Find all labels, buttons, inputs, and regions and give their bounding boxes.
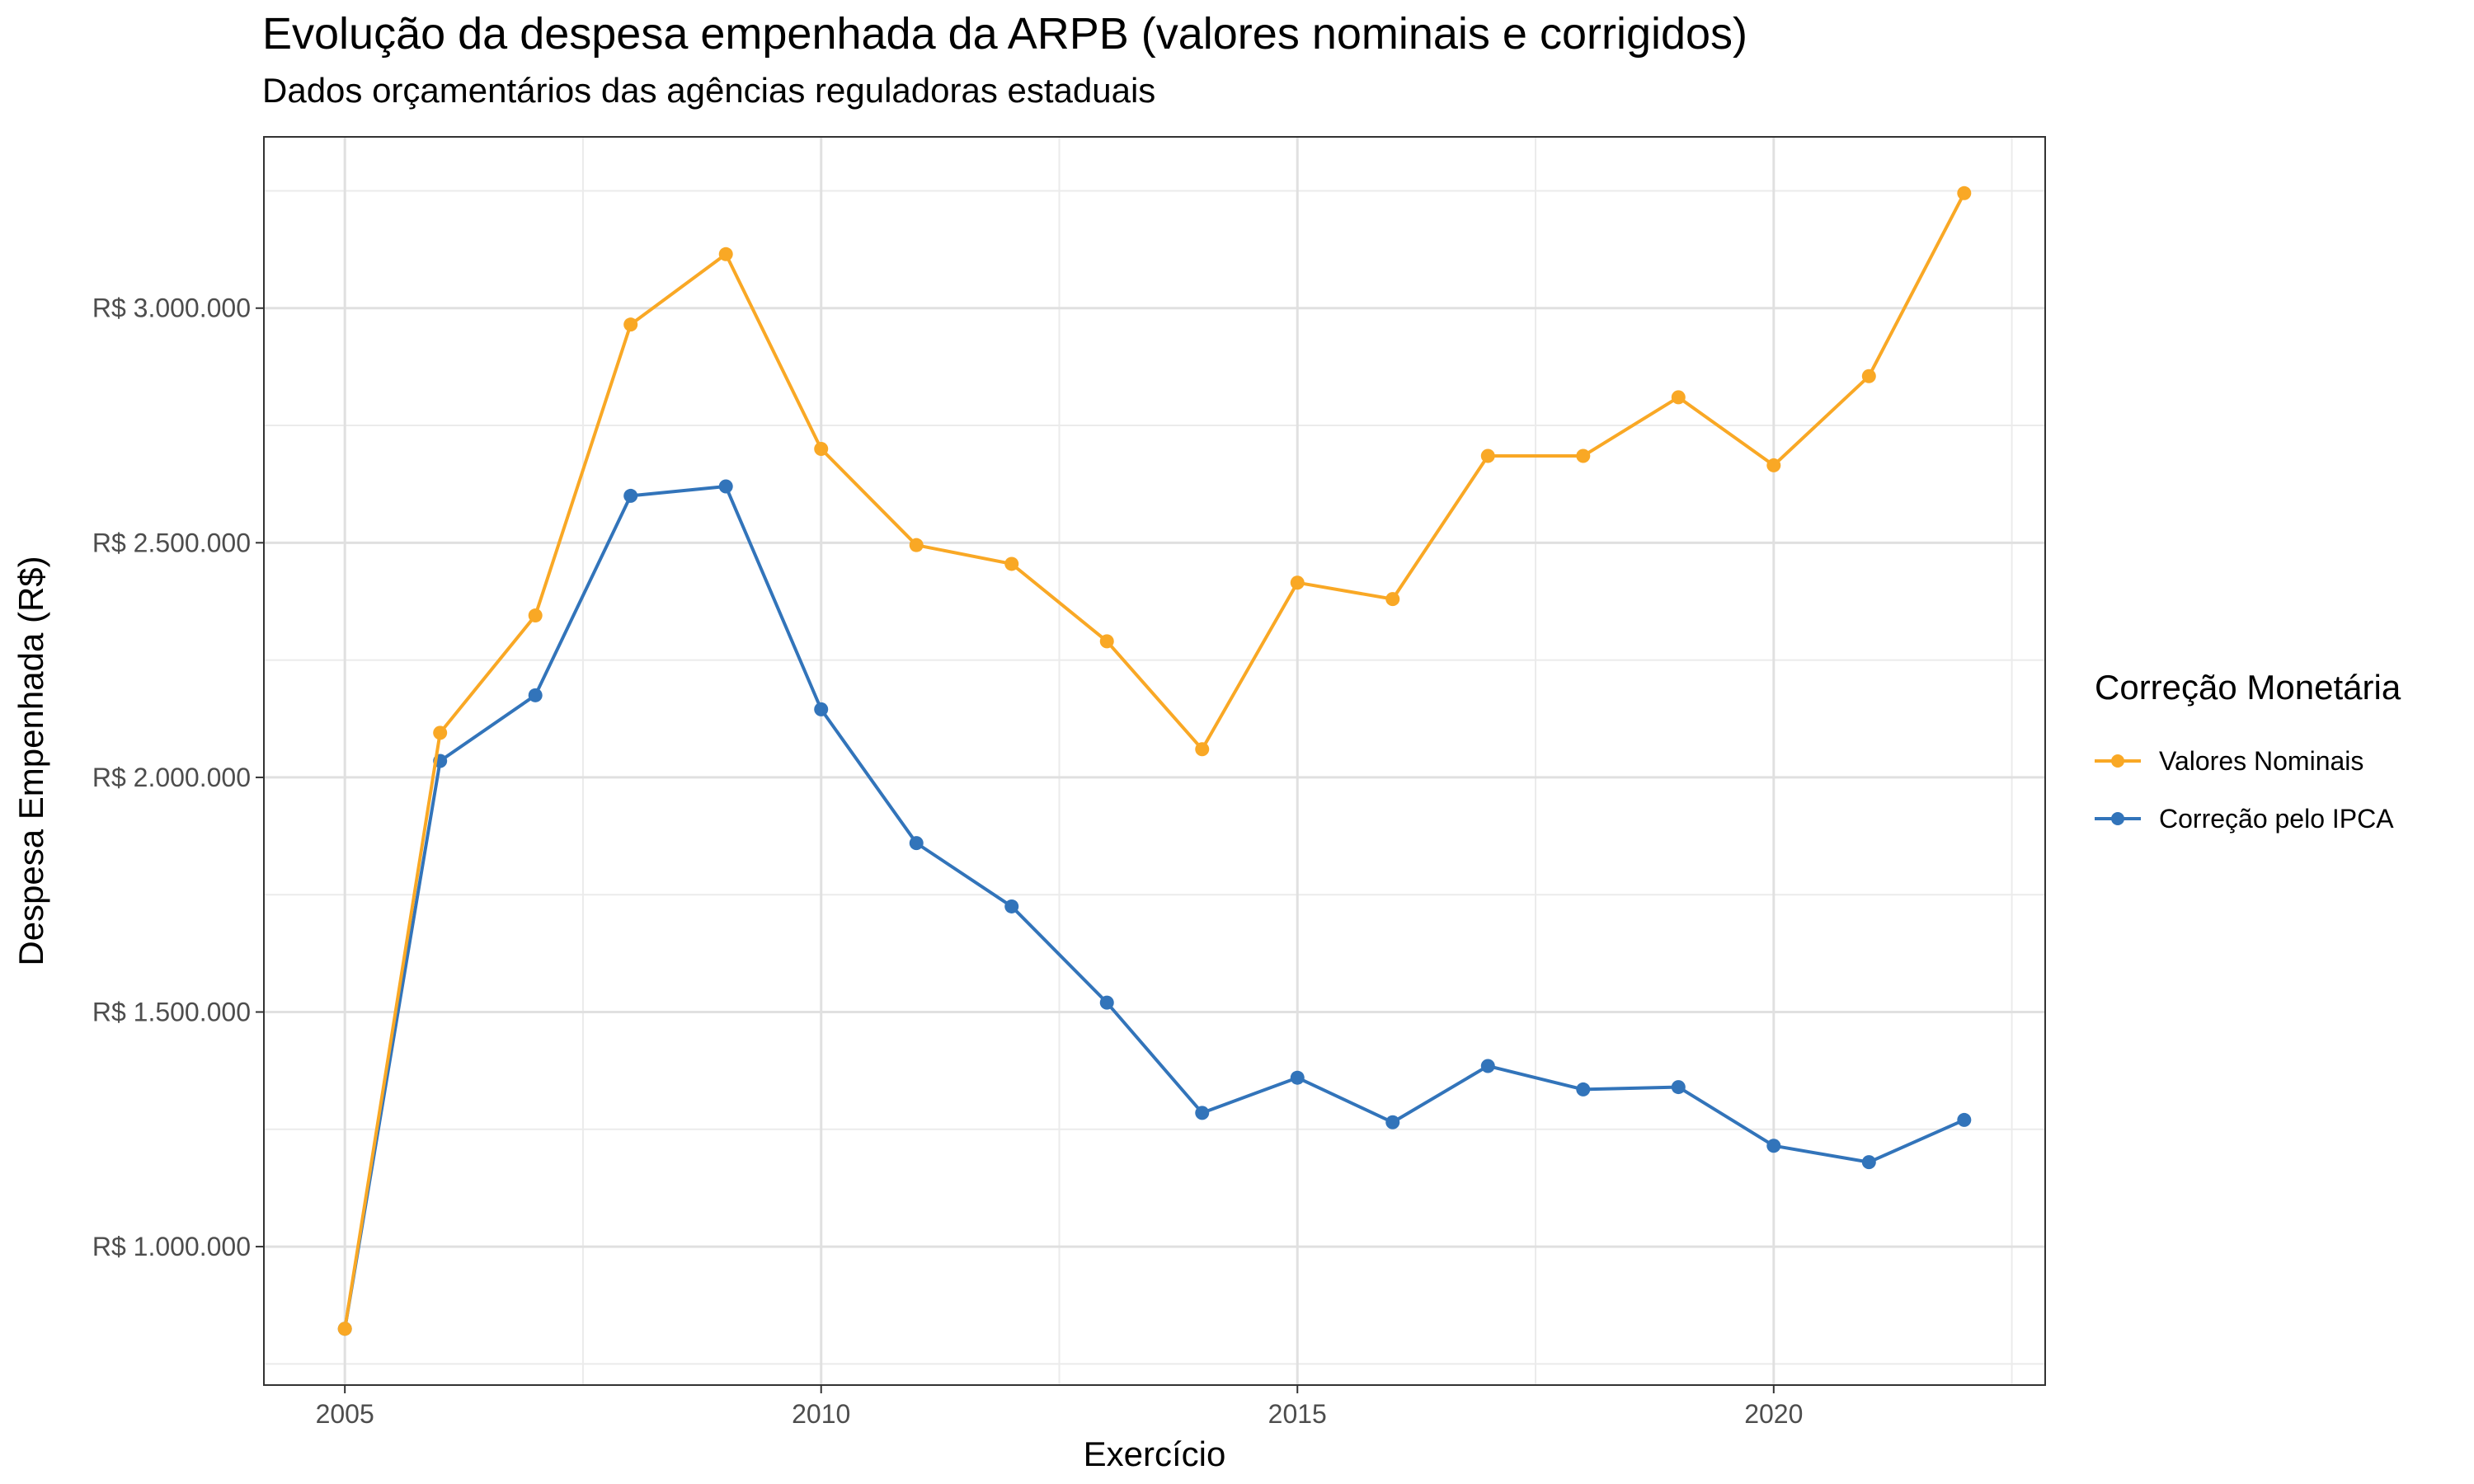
y-tick-label: R$ 1.500.000 xyxy=(92,998,251,1027)
data-point-correcao-pelo-ipca xyxy=(814,702,829,716)
chart-title: Evolução da despesa empenhada da ARPB (v… xyxy=(262,9,1748,59)
data-point-correcao-pelo-ipca xyxy=(1290,1070,1305,1085)
data-point-valores-nominais xyxy=(1861,369,1876,383)
legend-label-valores-nominais: Valores Nominais xyxy=(2159,745,2364,776)
y-axis: R$ 1.000.000 R$ 1.500.000 R$ 2.000.000 R$ 2… xyxy=(92,294,264,1261)
data-point-valores-nominais xyxy=(909,538,924,552)
legend-item-correcao-ipca: Correção pelo IPCA xyxy=(2095,790,2401,848)
data-point-correcao-pelo-ipca xyxy=(1576,1082,1591,1097)
data-point-valores-nominais xyxy=(623,317,638,332)
data-point-valores-nominais xyxy=(1004,556,1019,571)
series-line-valores-nominais xyxy=(343,192,1966,1330)
data-point-valores-nominais xyxy=(1385,592,1400,607)
legend-title: Correção Monetária xyxy=(2095,668,2401,707)
data-point-correcao-pelo-ipca xyxy=(1385,1115,1400,1129)
chart-subtitle: Dados orçamentários das agências regulad… xyxy=(262,71,1156,110)
data-point-valores-nominais xyxy=(337,1322,352,1336)
minor-gridlines xyxy=(264,137,2045,1385)
data-point-valores-nominais xyxy=(1099,634,1114,649)
legend: Correção Monetária Valores Nominais Corr… xyxy=(2095,668,2401,848)
x-tick-label: 2015 xyxy=(1268,1399,1327,1429)
y-axis-title: Despesa Empenhada (R$) xyxy=(12,556,50,965)
y-tick-label: R$ 3.000.000 xyxy=(92,294,251,323)
data-point-valores-nominais xyxy=(1195,742,1210,757)
data-point-correcao-pelo-ipca xyxy=(623,488,638,503)
plot-border xyxy=(263,136,2046,1386)
legend-key-correcao-ipca xyxy=(2095,802,2141,835)
data-point-correcao-pelo-ipca xyxy=(1766,1139,1781,1153)
data-point-valores-nominais xyxy=(1290,575,1305,590)
series-line-correcao-pelo-ipca xyxy=(343,485,1965,1330)
y-tick-label: R$ 2.000.000 xyxy=(92,763,251,792)
x-tick-label: 2005 xyxy=(316,1399,374,1429)
data-point-correcao-pelo-ipca xyxy=(1004,899,1019,913)
y-tick-label: R$ 2.500.000 xyxy=(92,528,251,557)
legend-key-valores-nominais xyxy=(2095,744,2141,777)
data-point-valores-nominais xyxy=(528,608,543,623)
x-tick-label: 2020 xyxy=(1744,1399,1803,1429)
x-axis: 2005 2010 2015 2020 xyxy=(316,1385,1803,1429)
data-point-valores-nominais xyxy=(1957,186,1972,200)
data-point-correcao-pelo-ipca xyxy=(528,688,543,702)
y-tick-label: R$ 1.000.000 xyxy=(92,1232,251,1261)
data-point-correcao-pelo-ipca xyxy=(1195,1106,1210,1120)
data-point-valores-nominais xyxy=(1576,448,1591,463)
data-point-valores-nominais xyxy=(718,247,733,261)
data-point-valores-nominais xyxy=(814,442,829,456)
legend-label-correcao-ipca: Correção pelo IPCA xyxy=(2159,803,2394,834)
data-point-valores-nominais xyxy=(1480,448,1495,463)
data-point-correcao-pelo-ipca xyxy=(1957,1112,1972,1127)
data-point-correcao-pelo-ipca xyxy=(1480,1059,1495,1073)
x-tick-label: 2010 xyxy=(792,1399,850,1429)
data-point-correcao-pelo-ipca xyxy=(1671,1080,1686,1095)
data-point-correcao-pelo-ipca xyxy=(909,836,924,851)
data-point-correcao-pelo-ipca xyxy=(1099,995,1114,1010)
series-valores-nominais xyxy=(337,186,1972,1336)
data-point-correcao-pelo-ipca xyxy=(1861,1155,1876,1170)
legend-key-dot xyxy=(2111,812,2124,825)
major-gridlines xyxy=(264,137,2045,1385)
data-point-valores-nominais xyxy=(1671,390,1686,405)
plot-panel xyxy=(264,137,2045,1385)
legend-item-valores-nominais: Valores Nominais xyxy=(2095,732,2401,790)
data-point-valores-nominais xyxy=(433,726,448,740)
series-layer xyxy=(337,186,1972,1336)
x-axis-title: Exercício xyxy=(1084,1435,1226,1473)
data-point-valores-nominais xyxy=(1766,458,1781,472)
data-point-correcao-pelo-ipca xyxy=(718,479,733,494)
legend-key-dot xyxy=(2111,754,2124,768)
